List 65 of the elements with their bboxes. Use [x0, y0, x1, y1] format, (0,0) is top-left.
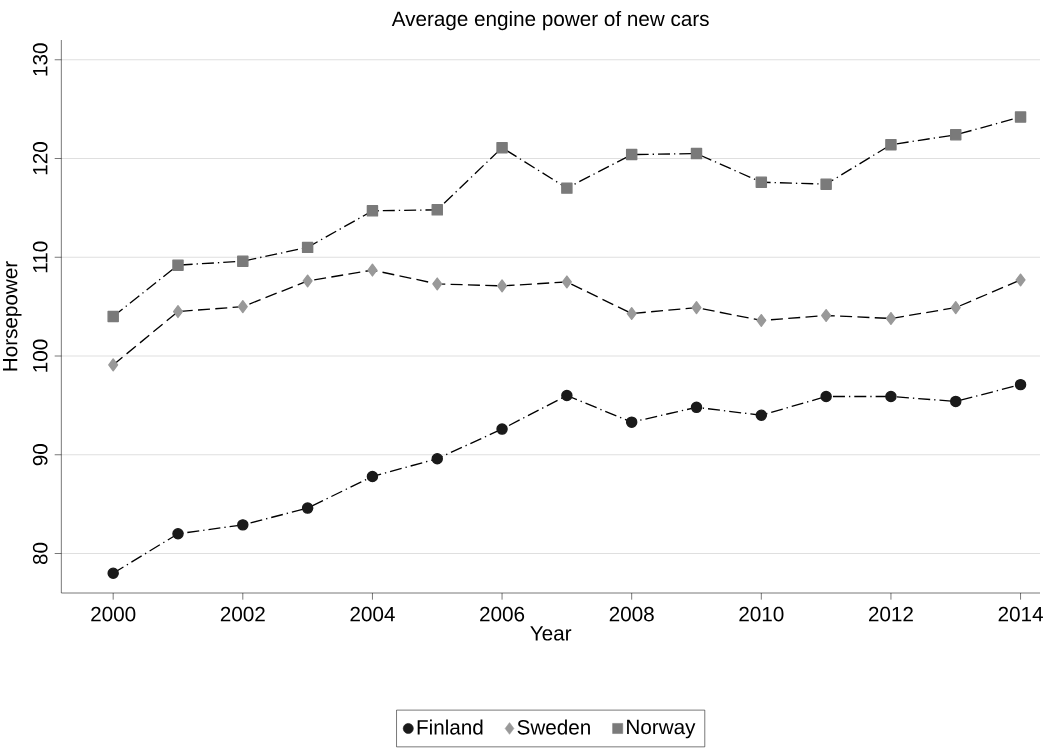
point [561, 182, 573, 194]
point [237, 300, 248, 314]
x-tick-label: 2002 [220, 606, 265, 622]
point [690, 401, 703, 414]
point [1014, 111, 1027, 123]
point [366, 205, 379, 217]
point [237, 519, 249, 531]
x-tick-label: 2000 [91, 606, 136, 622]
point [107, 310, 119, 323]
y-tick-label: 90 [32, 444, 48, 466]
point [821, 308, 832, 323]
point [885, 138, 897, 151]
point [431, 204, 443, 216]
point [431, 452, 443, 465]
point [108, 358, 119, 372]
point [1014, 378, 1027, 391]
point [691, 301, 702, 315]
x-tick-label: 2006 [480, 606, 525, 622]
point [237, 255, 249, 267]
y-tick-label: 120 [32, 142, 48, 175]
point [820, 178, 832, 190]
point [625, 416, 638, 428]
point [885, 390, 897, 403]
point [626, 307, 637, 321]
point [561, 275, 572, 289]
point [755, 176, 768, 188]
point [625, 148, 638, 161]
point [496, 141, 508, 154]
point [366, 470, 379, 483]
point [1015, 273, 1026, 287]
legend-label: Norway [627, 719, 696, 739]
x-tick-label: 2004 [350, 606, 395, 622]
point [301, 241, 314, 254]
point [561, 389, 573, 402]
point [107, 567, 119, 579]
point [496, 279, 508, 293]
y-tick-label: 100 [32, 339, 48, 372]
y-tick-label: 110 [32, 241, 48, 273]
point [950, 301, 961, 315]
x-tick-label: 2014 [998, 606, 1043, 622]
point [432, 277, 443, 291]
point [172, 528, 184, 540]
x-tick-label: 2008 [609, 606, 654, 622]
y-axis-title: Horsepower [3, 261, 22, 371]
x-tick-label: 2012 [868, 606, 913, 622]
point [820, 390, 832, 403]
point [172, 259, 184, 271]
point [755, 409, 768, 421]
x-tick-label: 2010 [739, 606, 784, 622]
point [885, 311, 896, 326]
point [756, 313, 767, 327]
point [302, 274, 313, 288]
point [367, 263, 378, 277]
point [950, 129, 962, 141]
y-tick-label: 80 [32, 542, 48, 565]
legend-label: Sweden [517, 719, 590, 735]
point [690, 147, 703, 160]
x-axis-title: Year [530, 626, 572, 641]
y-tick-label: 130 [32, 43, 48, 76]
point [950, 395, 962, 408]
chart-title: Average engine power of new cars [391, 10, 709, 31]
point [496, 423, 508, 435]
point [172, 305, 184, 319]
legend-label: Finland [417, 719, 483, 735]
point [301, 502, 314, 514]
